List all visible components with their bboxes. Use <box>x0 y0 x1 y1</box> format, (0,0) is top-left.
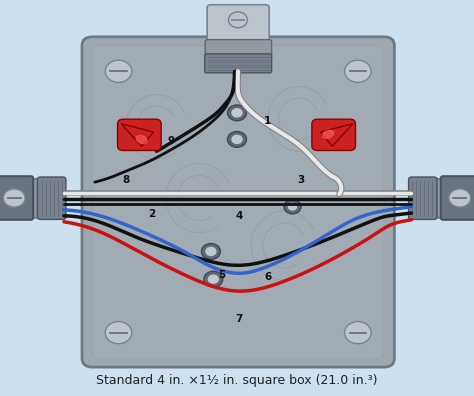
FancyBboxPatch shape <box>428 179 474 218</box>
Text: 8: 8 <box>122 175 129 185</box>
FancyBboxPatch shape <box>409 177 437 219</box>
FancyBboxPatch shape <box>205 40 272 59</box>
Polygon shape <box>320 124 353 146</box>
FancyBboxPatch shape <box>92 46 384 358</box>
Text: 3: 3 <box>297 175 305 185</box>
Circle shape <box>228 131 246 147</box>
FancyBboxPatch shape <box>441 176 474 220</box>
FancyBboxPatch shape <box>207 5 269 49</box>
Text: 4: 4 <box>236 211 243 221</box>
Circle shape <box>105 60 132 82</box>
FancyBboxPatch shape <box>205 54 272 73</box>
Circle shape <box>288 203 297 211</box>
FancyBboxPatch shape <box>0 179 46 218</box>
Text: 2: 2 <box>148 209 155 219</box>
Circle shape <box>449 189 471 207</box>
Circle shape <box>284 200 301 214</box>
Circle shape <box>105 322 132 344</box>
Ellipse shape <box>323 130 334 138</box>
FancyBboxPatch shape <box>0 176 33 220</box>
Circle shape <box>201 244 220 259</box>
Polygon shape <box>121 124 154 146</box>
Circle shape <box>228 105 246 121</box>
FancyBboxPatch shape <box>118 119 161 150</box>
Circle shape <box>205 247 217 256</box>
Ellipse shape <box>136 135 147 144</box>
Circle shape <box>345 322 371 344</box>
Text: Standard 4 in. ×1½ in. square box (21.0 in.³): Standard 4 in. ×1½ in. square box (21.0 … <box>96 374 378 386</box>
Circle shape <box>231 108 243 118</box>
Circle shape <box>208 274 219 284</box>
Text: 1: 1 <box>264 116 272 126</box>
Text: 9: 9 <box>167 135 174 146</box>
Circle shape <box>228 12 247 28</box>
FancyBboxPatch shape <box>82 37 394 367</box>
Text: 7: 7 <box>236 314 243 324</box>
Text: 5: 5 <box>218 270 226 280</box>
Circle shape <box>3 189 25 207</box>
FancyBboxPatch shape <box>37 177 66 219</box>
FancyBboxPatch shape <box>312 119 356 150</box>
Circle shape <box>345 60 371 82</box>
Circle shape <box>204 271 223 287</box>
Circle shape <box>231 135 243 144</box>
Text: 6: 6 <box>264 272 272 282</box>
